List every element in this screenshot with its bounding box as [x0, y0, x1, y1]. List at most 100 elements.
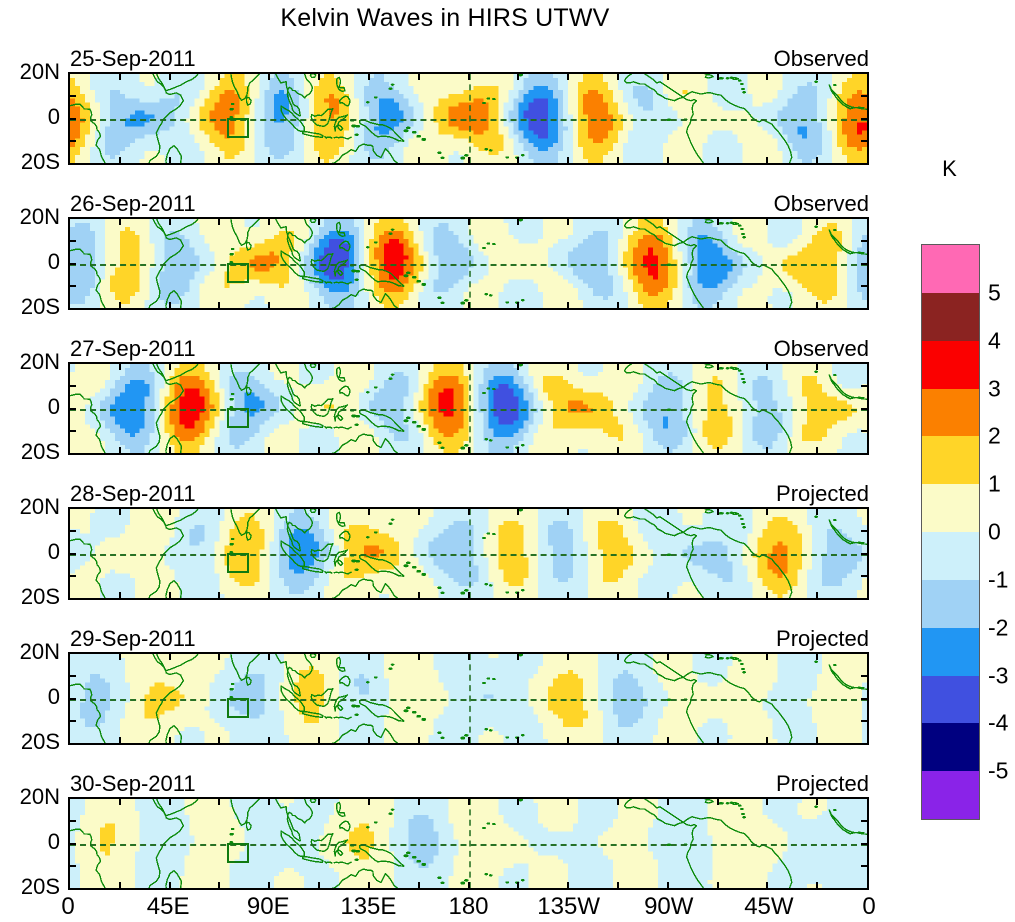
axis-tick — [517, 509, 520, 515]
y-axis-label: 20S — [2, 441, 60, 463]
axis-tick — [367, 302, 370, 308]
plot-area[interactable] — [68, 217, 869, 310]
axis-tick — [118, 737, 121, 743]
anomaly-heatmap — [70, 509, 867, 598]
axis-tick — [766, 447, 769, 453]
axis-tick — [168, 799, 171, 805]
axis-tick — [517, 882, 520, 888]
axis-tick — [318, 882, 321, 888]
axis-tick — [367, 799, 370, 805]
axis-tick — [318, 799, 321, 805]
axis-tick — [716, 447, 719, 453]
axis-tick — [318, 219, 321, 225]
y-axis-label: 0 — [2, 251, 60, 273]
plot-area[interactable] — [68, 652, 869, 745]
x-axis-label: 180 — [448, 893, 488, 921]
axis-tick — [467, 74, 470, 80]
colorbar-tick-label: 3 — [988, 375, 1001, 402]
axis-tick — [567, 592, 570, 598]
axis-tick — [766, 654, 769, 660]
axis-tick — [467, 882, 470, 888]
panel-status-label: Projected — [776, 626, 869, 652]
axis-tick — [567, 882, 570, 888]
axis-tick — [816, 737, 819, 743]
axis-tick — [816, 592, 819, 598]
axis-tick — [616, 799, 619, 805]
panel-date-label: 26-Sep-2011 — [70, 191, 196, 217]
axis-tick — [567, 302, 570, 308]
axis-tick — [218, 447, 221, 453]
axis-tick — [367, 74, 370, 80]
axis-tick — [318, 447, 321, 453]
axis-tick — [168, 737, 171, 743]
axis-tick — [318, 74, 321, 80]
colorbar-band — [922, 292, 979, 343]
axis-tick — [816, 882, 819, 888]
axis-tick — [70, 429, 76, 432]
axis-tick — [467, 592, 470, 598]
panel-date-label: 25-Sep-2011 — [70, 46, 196, 72]
axis-tick — [70, 385, 76, 388]
axis-tick — [268, 654, 271, 660]
axis-tick — [666, 882, 669, 888]
dateline-marker — [468, 799, 471, 888]
axis-tick — [168, 74, 171, 80]
axis-tick — [517, 74, 520, 80]
axis-tick — [666, 157, 669, 163]
axis-tick — [218, 157, 221, 163]
colorbar[interactable]: 5 4 3 2 1 0 -1 -2 -3 -4 -5 — [921, 244, 1008, 820]
plot-area[interactable] — [68, 507, 869, 600]
axis-tick — [417, 364, 420, 370]
colorbar-tick-label: 5 — [988, 279, 1001, 306]
colorbar-tick-label: 1 — [988, 471, 1001, 498]
axis-tick — [70, 139, 76, 142]
axis-tick — [218, 654, 221, 660]
axis-tick — [816, 302, 819, 308]
plot-area[interactable] — [68, 797, 869, 890]
page-title: Kelvin Waves in HIRS UTWV — [0, 4, 890, 33]
colorbar-band — [922, 627, 979, 677]
axis-tick — [716, 592, 719, 598]
axis-tick — [766, 74, 769, 80]
y-axis-label: 20N — [2, 351, 60, 373]
y-axis-label: 20S — [2, 151, 60, 173]
axis-tick — [168, 592, 171, 598]
plot-area[interactable] — [68, 362, 869, 455]
axis-tick — [268, 364, 271, 370]
axis-tick — [318, 302, 321, 308]
axis-tick — [816, 364, 819, 370]
axis-tick — [367, 737, 370, 743]
map-panel: 29-Sep-2011 Projected 20N 0 20S — [20, 626, 869, 753]
axis-tick — [666, 74, 669, 80]
axis-tick — [467, 799, 470, 805]
axis-tick — [716, 654, 719, 660]
y-axis-label: 0 — [2, 686, 60, 708]
axis-tick — [666, 302, 669, 308]
y-axis-label: 0 — [2, 106, 60, 128]
axis-tick — [616, 737, 619, 743]
axis-tick — [417, 302, 420, 308]
axis-tick — [567, 737, 570, 743]
axis-tick — [666, 654, 669, 660]
plot-area[interactable] — [68, 72, 869, 165]
axis-tick — [70, 675, 76, 678]
axis-tick — [367, 654, 370, 660]
map-panel: 30-Sep-2011 Projected 20N 0 20S — [20, 771, 869, 898]
axis-tick — [70, 530, 76, 533]
axis-tick — [268, 447, 271, 453]
axis-tick — [517, 219, 520, 225]
axis-tick — [268, 219, 271, 225]
axis-tick — [861, 552, 867, 555]
axis-tick — [766, 799, 769, 805]
axis-tick — [367, 447, 370, 453]
axis-tick — [118, 157, 121, 163]
axis-tick — [70, 95, 76, 98]
axis-tick — [218, 364, 221, 370]
axis-tick — [666, 364, 669, 370]
axis-tick — [168, 654, 171, 660]
axis-tick — [417, 219, 420, 225]
axis-tick — [367, 219, 370, 225]
axis-tick — [716, 737, 719, 743]
axis-tick — [118, 447, 121, 453]
